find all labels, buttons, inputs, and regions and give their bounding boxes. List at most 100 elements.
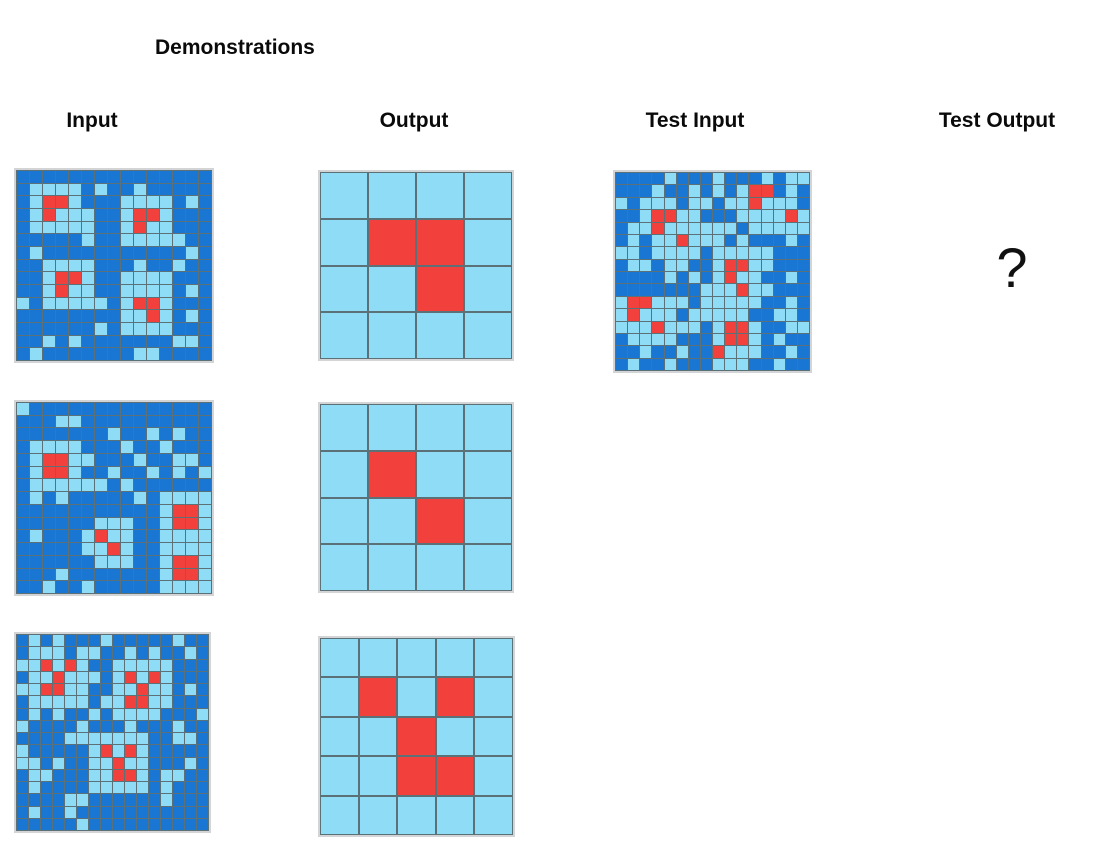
- grid-cell-red: [652, 321, 664, 333]
- grid-cell-dark-blue: [30, 259, 42, 272]
- grid-cell-light-blue: [69, 297, 81, 310]
- grid-cell-light-blue: [688, 321, 700, 333]
- grid-cell-dark-blue: [773, 284, 785, 296]
- grid-cell-dark-blue: [797, 309, 809, 321]
- grid-cell-dark-blue: [199, 209, 211, 221]
- grid-cell-dark-blue: [56, 234, 68, 246]
- grid-cell-light-blue: [713, 247, 725, 259]
- grid-cell-light-blue: [82, 234, 94, 246]
- grid-cell-dark-blue: [43, 517, 55, 530]
- grid-cell-light-blue: [321, 173, 367, 218]
- grid-cell-light-blue: [147, 272, 159, 284]
- grid-cell-light-blue: [186, 453, 198, 466]
- grid-cell-dark-blue: [785, 358, 797, 370]
- grid-cell-light-blue: [17, 720, 28, 732]
- grid-cell-light-blue: [121, 297, 133, 310]
- grid-cell-light-blue: [173, 543, 185, 555]
- grid-cell-dark-blue: [56, 348, 68, 360]
- grid-cell-light-blue: [149, 659, 160, 671]
- grid-cell-dark-blue: [69, 492, 81, 504]
- grid-cell-light-blue: [369, 266, 415, 312]
- grid-cell-red: [713, 346, 725, 358]
- grid-cell-light-blue: [17, 757, 28, 769]
- grid-cell-light-blue: [53, 635, 64, 647]
- grid-cell-dark-blue: [628, 185, 640, 197]
- grid-cell-dark-blue: [30, 543, 42, 555]
- grid-cell-red: [43, 209, 55, 221]
- grid-cell-light-blue: [29, 647, 40, 659]
- grid-cell-red: [137, 684, 148, 696]
- grid-cell-light-blue: [773, 358, 785, 370]
- grid-cell-dark-blue: [82, 555, 94, 568]
- grid-cell-dark-blue: [56, 335, 68, 348]
- grid-cell-dark-blue: [30, 234, 42, 246]
- grid-cell-light-blue: [53, 696, 64, 708]
- grid-cell-light-blue: [29, 684, 40, 696]
- grid-cell-dark-blue: [17, 196, 29, 208]
- grid-cell-dark-blue: [688, 358, 700, 370]
- grid-cell-dark-blue: [676, 333, 688, 346]
- grid-cell-dark-blue: [199, 310, 211, 322]
- grid-cell-light-blue: [688, 185, 700, 197]
- grid-cell-dark-blue: [17, 441, 29, 453]
- grid-cell-dark-blue: [676, 358, 688, 370]
- grid-cell-dark-blue: [108, 568, 120, 581]
- grid-cell-dark-blue: [199, 453, 211, 466]
- grid-cell-light-blue: [773, 197, 785, 210]
- grid-cell-light-blue: [417, 173, 463, 218]
- grid-cell-dark-blue: [82, 403, 94, 415]
- grid-cell-red: [125, 696, 136, 708]
- grid-cell-dark-blue: [688, 346, 700, 358]
- grid-cell-red: [147, 209, 159, 221]
- grid-cell-dark-blue: [628, 210, 640, 222]
- grid-cell-light-blue: [137, 659, 148, 671]
- grid-cell-dark-blue: [77, 806, 88, 818]
- grid-cell-light-blue: [797, 321, 809, 333]
- column-header-output: Output: [379, 109, 449, 132]
- grid-cell-red: [398, 757, 435, 795]
- grid-cell-dark-blue: [101, 806, 112, 818]
- grid-cell-light-blue: [89, 769, 100, 781]
- grid-cell-light-blue: [65, 684, 76, 696]
- grid-cell-light-blue: [56, 221, 68, 234]
- grid-cell-dark-blue: [761, 333, 773, 346]
- grid-cell-light-blue: [664, 234, 676, 247]
- grid-cell-light-blue: [134, 323, 146, 335]
- grid-cell-dark-blue: [773, 296, 785, 309]
- grid-cell-light-blue: [465, 219, 511, 265]
- grid-cell-dark-blue: [69, 530, 81, 543]
- grid-cell-dark-blue: [30, 581, 42, 593]
- grid-cell-dark-blue: [640, 247, 652, 259]
- grid-cell-dark-blue: [17, 415, 29, 428]
- grid-cell-light-blue: [785, 321, 797, 333]
- grid-cell-dark-blue: [30, 504, 42, 517]
- grid-cell-dark-blue: [173, 310, 185, 322]
- grid-cell-dark-blue: [173, 247, 185, 259]
- grid-cell-dark-blue: [56, 310, 68, 322]
- grid-cell-dark-blue: [173, 171, 185, 183]
- grid-cell-light-blue: [41, 647, 52, 659]
- grid-cell-light-blue: [640, 309, 652, 321]
- grid-cell-dark-blue: [628, 346, 640, 358]
- grid-cell-light-blue: [69, 453, 81, 466]
- grid-cell-dark-blue: [69, 555, 81, 568]
- grid-cell-dark-blue: [137, 635, 148, 647]
- grid-cell-light-blue: [785, 309, 797, 321]
- grid-cell-light-blue: [173, 720, 184, 732]
- grid-cell-light-blue: [53, 757, 64, 769]
- grid-cell-dark-blue: [121, 415, 133, 428]
- grid-cell-light-blue: [108, 466, 120, 479]
- grid-cell-light-blue: [101, 635, 112, 647]
- grid-cell-light-blue: [30, 466, 42, 479]
- grid-cell-dark-blue: [173, 696, 184, 708]
- grid-cell-light-blue: [134, 492, 146, 504]
- grid-cell-dark-blue: [149, 635, 160, 647]
- column-header-input: Input: [66, 109, 118, 132]
- grid-cell-dark-blue: [797, 197, 809, 210]
- grid-cell-light-blue: [725, 309, 737, 321]
- grid-cell-dark-blue: [737, 173, 749, 185]
- grid-cell-light-blue: [17, 745, 28, 757]
- grid-cell-dark-blue: [199, 479, 211, 492]
- grid-cell-dark-blue: [17, 543, 29, 555]
- grid-cell-light-blue: [785, 296, 797, 309]
